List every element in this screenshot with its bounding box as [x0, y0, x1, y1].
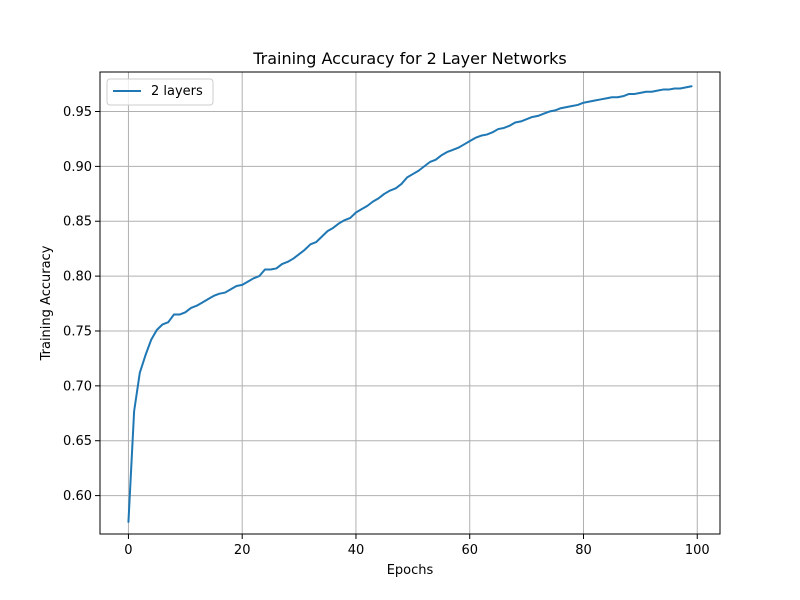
y-tick-label: 0.65 — [63, 434, 92, 449]
x-tick-label: 0 — [124, 543, 132, 558]
legend-label: 2 layers — [151, 84, 203, 99]
y-axis-ticks: 0.60 0.65 0.70 0.75 0.80 0.85 0.90 0.95 — [63, 105, 100, 504]
y-tick-label: 0.70 — [63, 379, 92, 394]
x-tick-label: 100 — [685, 543, 710, 558]
legend-box — [106, 78, 214, 106]
y-tick-label: 0.60 — [63, 489, 92, 504]
legend: 2 layers — [106, 78, 214, 106]
x-axis-label: Epochs — [387, 563, 434, 578]
y-tick-label: 0.95 — [63, 105, 92, 120]
y-tick-label: 0.90 — [63, 160, 92, 175]
y-axis-label: Training Accuracy — [39, 245, 54, 361]
x-tick-label: 60 — [461, 543, 478, 558]
x-tick-label: 40 — [348, 543, 365, 558]
series-line — [127, 85, 693, 523]
grid — [100, 72, 720, 534]
y-tick-label: 0.75 — [63, 324, 92, 339]
x-axis-ticks: 0 20 40 60 80 100 — [124, 534, 710, 558]
chart-title: Training Accuracy for 2 Layer Networks — [252, 49, 567, 68]
x-tick-label: 20 — [234, 543, 251, 558]
series-layer — [127, 85, 693, 523]
plot-frame — [99, 71, 721, 535]
y-tick-label: 0.85 — [63, 215, 92, 230]
y-tick-label: 0.80 — [63, 270, 92, 285]
x-tick-label: 80 — [575, 543, 592, 558]
